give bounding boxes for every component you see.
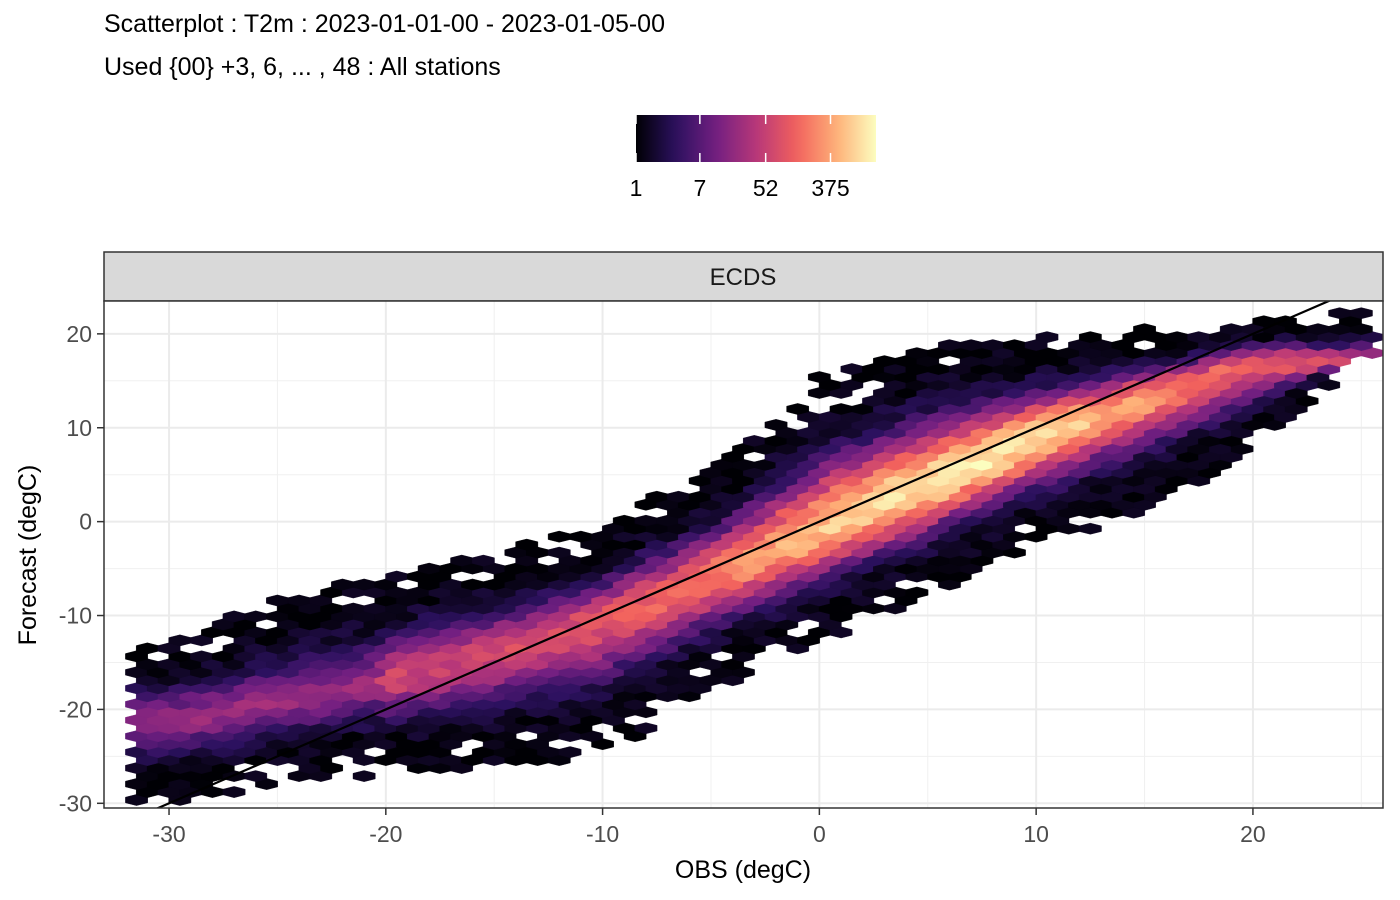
- hexbin-cell: [634, 722, 658, 735]
- hexbin-cell: [764, 419, 788, 431]
- hexbin-cell: [222, 786, 246, 798]
- chart-title: Scatterplot : T2m : 2023-01-01-00 - 2023…: [104, 10, 665, 38]
- hexbin-cell: [558, 746, 582, 759]
- x-tick-label: 0: [813, 821, 826, 847]
- legend-tick-label: 52: [753, 175, 779, 201]
- hexbin-cell: [515, 538, 539, 551]
- hexbin-cell: [352, 770, 376, 782]
- legend-tick-label: 1: [630, 175, 643, 201]
- hexbin-cell: [547, 546, 571, 559]
- hexbin-cell: [786, 403, 809, 415]
- x-tick-label: -30: [152, 821, 185, 847]
- legend-colorbar: [636, 115, 876, 162]
- y-axis: -30 -20 -10 0 10 20: [59, 321, 104, 816]
- hexbin-cell: [1078, 331, 1102, 344]
- hexbin-cell: [1035, 331, 1059, 344]
- hexbin-cell: [1078, 522, 1102, 535]
- facet-strip: ECDS: [103, 251, 1384, 302]
- y-axis-label: Forecast (degC): [14, 465, 42, 646]
- hexbin-cells: [125, 307, 1383, 806]
- facet-label: ECDS: [710, 264, 777, 291]
- legend-tick-label: 7: [693, 175, 706, 201]
- hexbin-cell: [808, 371, 831, 383]
- y-tick-label: 0: [79, 509, 92, 535]
- hexbin-cell: [244, 770, 268, 782]
- color-legend: 1 7 52 375: [630, 115, 876, 201]
- x-axis: -30 -20 -10 0 10 20: [152, 808, 1266, 847]
- x-tick-label: -20: [369, 821, 402, 847]
- x-tick-label: 10: [1023, 821, 1049, 847]
- y-tick-label: -30: [59, 790, 92, 816]
- y-tick-label: 10: [66, 415, 92, 441]
- x-tick-label: -10: [586, 821, 619, 847]
- x-tick-label: 20: [1240, 821, 1266, 847]
- y-tick-label: -10: [59, 603, 92, 629]
- identity-line: [155, 301, 1332, 808]
- hexbin-cell: [472, 554, 495, 567]
- hexbin-cell: [905, 586, 929, 599]
- y-tick-label: -20: [59, 696, 92, 722]
- legend-tick-label: 375: [811, 175, 849, 201]
- hexbin-cell: [1133, 323, 1156, 336]
- panel-border: [103, 300, 1384, 809]
- chart-subtitle: Used {00} +3, 6, ... , 48 : All stations: [104, 53, 501, 81]
- x-axis-label: OBS (degC): [675, 856, 811, 884]
- legend-ticks: 1 7 52 375: [630, 115, 850, 201]
- hexbin-cell: [1349, 307, 1373, 320]
- y-tick-label: 20: [66, 321, 92, 347]
